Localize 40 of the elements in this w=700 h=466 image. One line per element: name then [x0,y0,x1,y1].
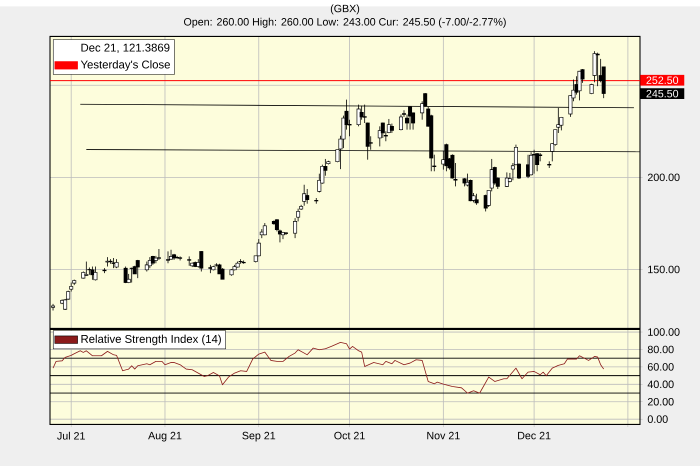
y-tick-label: 150.00 [648,265,680,274]
candlestick [474,193,479,206]
y-tick-label: 0.00 [648,415,668,423]
candlestick [156,248,161,260]
candlestick [238,258,243,264]
legend-label: Relative Strength Index (14) [81,334,221,345]
candlestick [378,126,382,147]
x-tick-label: Aug 21 [148,432,182,442]
candlestick [93,266,98,281]
x-tick-label: Dec 21 [518,432,550,440]
candlestick [398,114,403,131]
x-tick-label: Jul 21 [57,432,85,440]
candlestick [84,260,88,276]
candlestick [166,250,170,264]
candlestick [199,250,204,272]
x-tick-label: Sep 21 [242,432,276,442]
y-tick-label: 200.00 [648,173,680,181]
text: 245.50 [646,90,678,98]
annotation: Dec 21, 121.3869 [81,43,170,53]
candlestick [136,259,140,278]
x-tick-label: Oct 21 [334,432,365,440]
chart-subtitle: Open: 260.00 High: 260.00 Low: 243.00 Cur: 245.50 (-7.00/-2.77%) [184,18,506,28]
y-tick-label: 40.00 [648,380,674,388]
x-tick-label: Nov 21 [427,432,460,440]
legend-label: Yesterday's Close [80,60,170,71]
candlestick [144,260,149,272]
y-tick-label: 80.00 [648,345,674,354]
y-tick-label: 100.00 [648,328,680,336]
text: 252.50 [646,76,678,84]
candlestick [220,268,224,280]
candlestick [114,258,119,268]
y-tick-label: 60.00 [648,362,674,370]
chart-title: (GBX) [330,4,360,14]
candlestick [592,50,597,82]
candlestick [390,122,394,134]
candlestick [187,256,192,266]
candlestick [124,266,128,284]
candlestick [305,188,310,204]
y-tick-label: 20.00 [648,398,674,406]
candlestick [262,222,267,236]
